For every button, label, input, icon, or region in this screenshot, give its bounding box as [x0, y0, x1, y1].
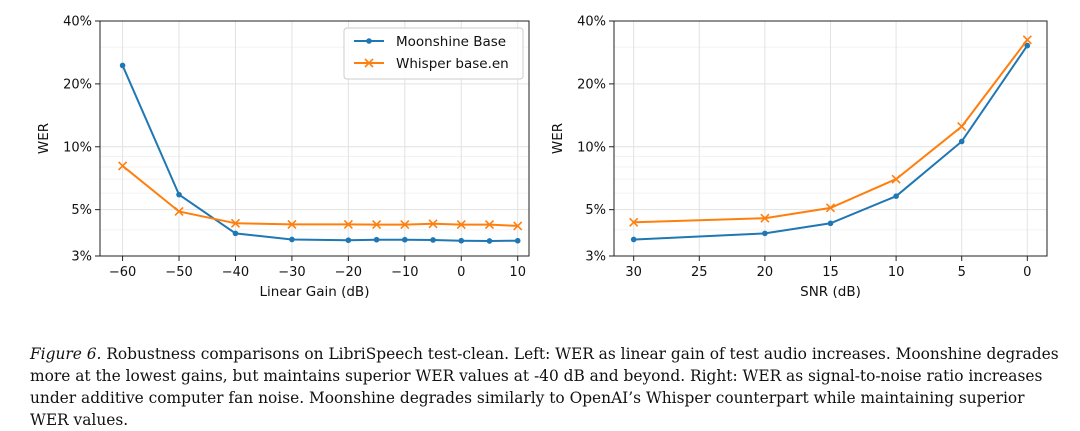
left-x-tick-label: −20	[335, 265, 362, 280]
right-whisper-point	[957, 121, 967, 132]
left-moonshine-point	[402, 236, 408, 243]
right-moonshine-point	[958, 138, 965, 145]
left-whisper-point	[230, 218, 241, 228]
figure-charts: −60 −50 −40 −30 −20 −10 0 10 3% 5% 10% 20% 40% Linear…	[36, 15, 1048, 300]
left-whisper-point	[400, 220, 410, 230]
left-legend	[343, 27, 524, 80]
right-y-tick-label: 20%	[577, 77, 606, 92]
left-x-tick-label: −10	[391, 265, 418, 280]
right-y-axis-label: WER	[550, 123, 566, 154]
right-y-tick-label: 10%	[577, 140, 606, 155]
right-moonshine-point	[1024, 42, 1031, 49]
left-x-tick-label: 0	[457, 265, 465, 280]
left-y-tick-label: 40%	[63, 15, 92, 30]
right-whisper-point	[825, 203, 836, 213]
legend-moonshine-label: Moonshine Base	[396, 34, 506, 50]
left-x-tick-label: −40	[222, 265, 249, 280]
left-x-tick-label: −60	[109, 265, 136, 280]
right-y-tick-label: 5%	[585, 203, 606, 218]
left-moonshine-point	[289, 236, 295, 243]
right-x-tick-label: 30	[625, 265, 642, 280]
right-whisper-point	[629, 217, 639, 227]
caption-label: Figure 6.	[30, 345, 102, 363]
right-whisper-line	[633, 39, 1029, 224]
left-whisper-point	[372, 220, 382, 230]
left-y-tick-label: 5%	[71, 203, 92, 218]
right-whisper-point	[891, 174, 901, 184]
left-moonshine-point	[176, 191, 182, 198]
left-whisper-point	[513, 221, 523, 231]
right-x-axis-label: SNR (dB)	[800, 284, 861, 300]
right-x-tick-label: 25	[691, 265, 708, 280]
left-whisper-point	[456, 220, 466, 230]
right-moonshine-point	[762, 230, 768, 237]
left-y-tick-label: 3%	[71, 250, 92, 265]
left-whisper-point	[484, 220, 495, 230]
left-whisper-point	[118, 161, 128, 171]
left-moonshine-point	[345, 237, 352, 244]
right-whisper-point	[760, 213, 770, 223]
left-x-tick-label: −50	[165, 265, 192, 280]
legend-box	[343, 27, 524, 80]
left-moonshine-point	[514, 237, 521, 244]
left-x-tick-label: 10	[509, 265, 526, 280]
right-y-tick-label: 3%	[585, 250, 606, 265]
left-moonshine-point	[458, 237, 465, 244]
legend-whisper-marker	[364, 58, 374, 68]
figure-caption: Figure 6. Robustness comparisons on Libr…	[30, 343, 1060, 431]
left-y-axis-label: WER	[36, 123, 52, 154]
left-x-axis-label: Linear Gain (dB)	[260, 284, 370, 300]
left-y-tick-label: 20%	[63, 77, 92, 92]
left-whisper-point	[343, 219, 353, 229]
right-x-tick-label: 15	[822, 265, 839, 280]
right-whisper-point	[1022, 35, 1032, 45]
left-moonshine-point	[232, 230, 239, 237]
right-moonshine-point	[827, 220, 834, 227]
right-moonshine-point	[630, 236, 637, 243]
left-y-tick-label: 10%	[63, 140, 92, 155]
left-whisper-point	[174, 206, 184, 217]
legend-whisper-label: Whisper base.en	[396, 56, 509, 72]
right-chart-panel	[609, 20, 1048, 261]
legend-moonshine-marker	[366, 38, 372, 44]
left-moonshine-point	[373, 236, 380, 243]
caption-text: Robustness comparisons on LibriSpeech te…	[30, 345, 1059, 429]
left-x-tick-label: −30	[278, 265, 305, 280]
left-chart-panel	[95, 20, 530, 261]
right-x-tick-label: 0	[1023, 265, 1031, 280]
right-moonshine-point	[893, 193, 899, 199]
right-moonshine-line	[633, 45, 1029, 241]
left-moonshine-point	[430, 237, 436, 243]
right-y-tick-label: 40%	[577, 15, 606, 30]
right-x-tick-label: 20	[757, 265, 774, 280]
left-whisper-point	[287, 219, 297, 229]
left-whisper-point	[428, 219, 438, 229]
left-moonshine-point	[486, 238, 493, 244]
left-axes-frame	[99, 20, 530, 257]
left-moonshine-point	[119, 62, 126, 69]
right-x-tick-label: 5	[958, 265, 966, 280]
right-x-tick-label: 10	[888, 265, 905, 280]
